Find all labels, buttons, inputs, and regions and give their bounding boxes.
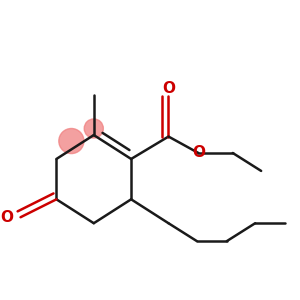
Text: O: O bbox=[1, 210, 13, 225]
Text: O: O bbox=[162, 81, 175, 96]
Circle shape bbox=[59, 128, 84, 154]
Circle shape bbox=[84, 119, 103, 138]
Text: O: O bbox=[192, 146, 205, 160]
